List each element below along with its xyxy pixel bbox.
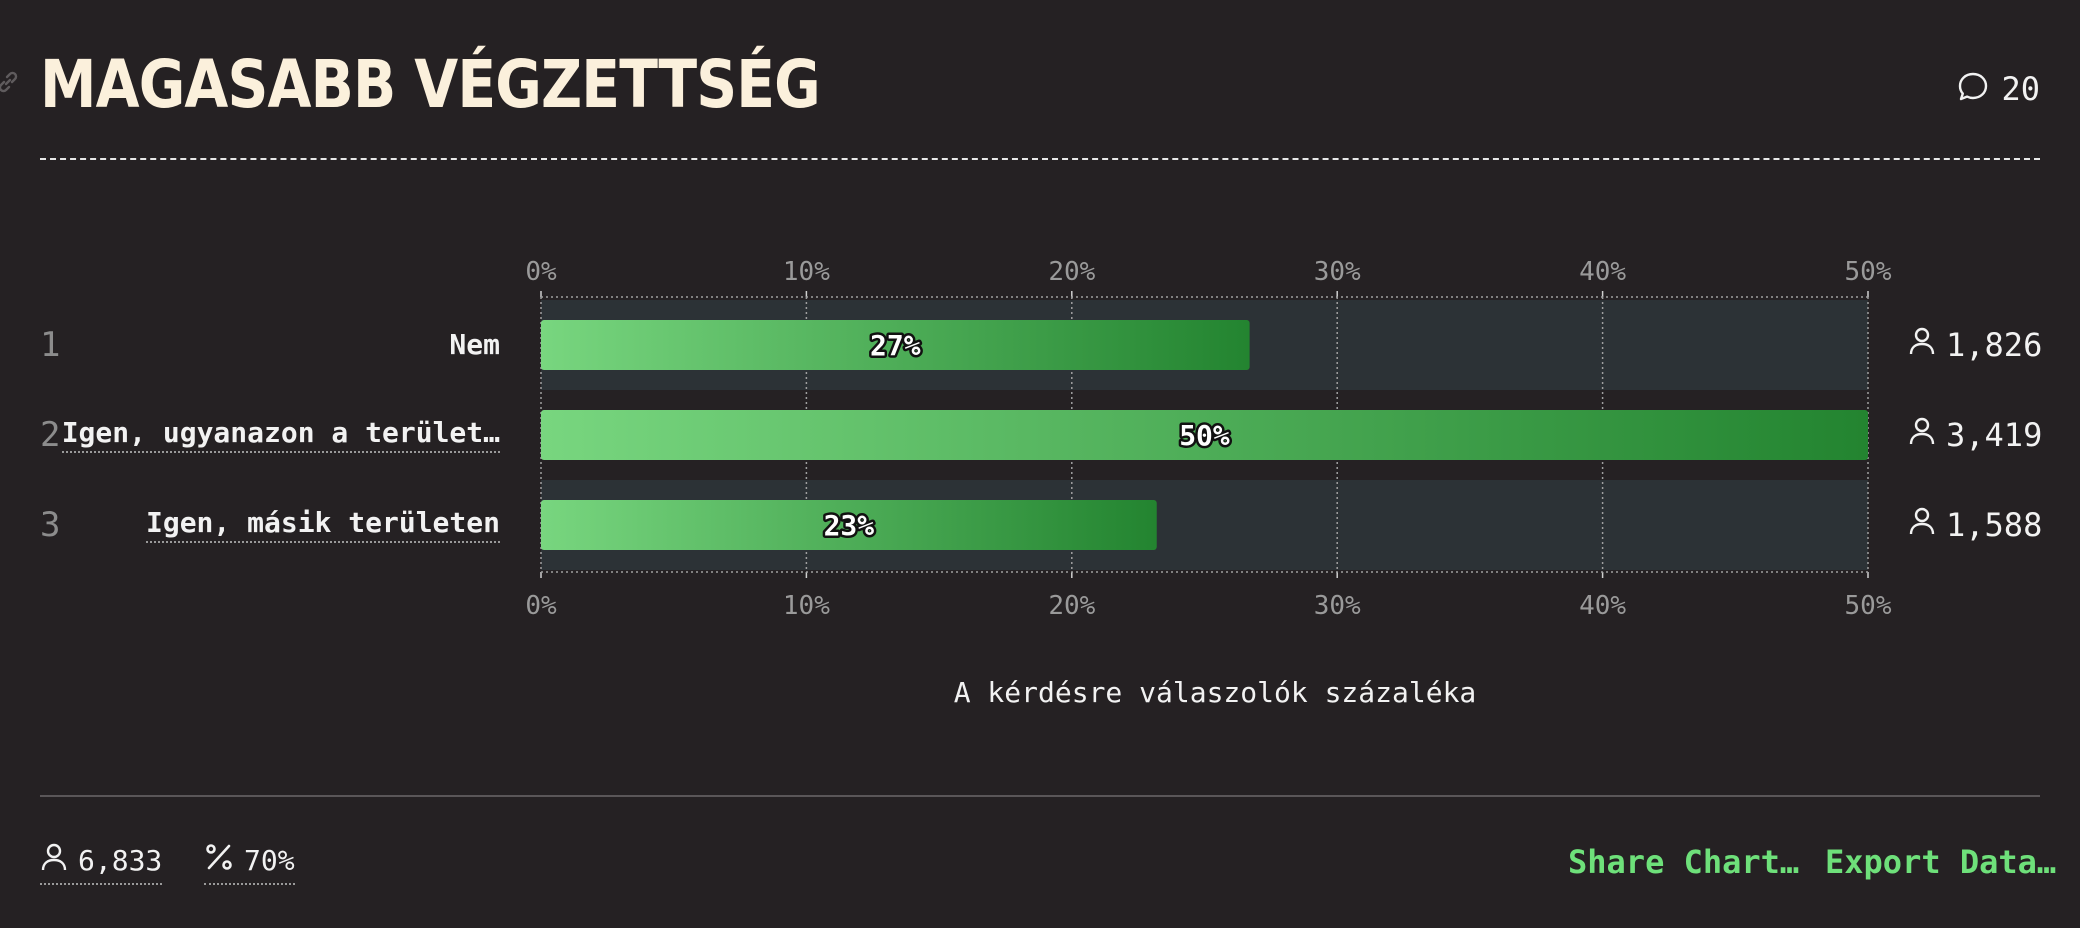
bar [541,410,1868,460]
respondent-count-value: 3,419 [1946,416,2043,454]
comment-icon [1957,71,1989,107]
person-icon [1908,415,1936,455]
row-rank: 2 [40,415,61,455]
x-tick-label-top: 50% [1845,257,1892,287]
x-tick-label-top: 20% [1048,257,1095,287]
response-rate[interactable]: 70% [204,842,295,885]
response-rate-value: 70% [244,844,295,877]
total-respondents[interactable]: 6,833 [40,842,163,885]
category-label[interactable]: Igen, ugyanazon a terület… [61,415,500,453]
person-icon [40,842,68,879]
person-icon [1908,505,1936,545]
category-label: Nem [449,328,500,361]
row-rank: 1 [40,325,61,365]
chart-header: MAGASABB VÉGZETTSÉG 20 [0,0,2040,160]
percent-icon [204,842,234,879]
export-data-button[interactable]: Export Data… [1825,843,2057,881]
respondent-count: 1,588 [1908,505,2042,545]
person-icon [1908,325,1936,365]
share-chart-button[interactable]: Share Chart… [1568,843,1800,881]
respondent-count: 3,419 [1908,415,2042,455]
x-tick-label-top: 10% [783,257,830,287]
bar-value-label: 27% [870,329,921,362]
link-icon[interactable] [0,70,20,98]
row-rank: 3 [40,505,61,545]
footer-divider [40,795,2040,797]
x-tick-label-top: 0% [525,257,557,287]
respondent-count-value: 1,826 [1946,326,2043,364]
bar-value-label: 23% [824,509,875,542]
x-tick-label-bottom: 30% [1314,591,1361,621]
x-tick-label-bottom: 20% [1048,591,1095,621]
bar [541,500,1157,550]
comments-button[interactable]: 20 [1957,70,2040,108]
respondent-count-value: 1,588 [1946,506,2043,544]
x-tick-label-bottom: 40% [1579,591,1626,621]
total-respondents-value: 6,833 [78,844,163,877]
category-label[interactable]: Igen, másik területen [145,505,500,543]
bar [541,320,1250,370]
x-tick-label-top: 40% [1579,257,1626,287]
x-tick-label-top: 30% [1314,257,1361,287]
page-title: MAGASABB VÉGZETTSÉG [40,46,821,123]
x-axis-label: A kérdésre válaszolók százaléka [953,676,1477,709]
bar-value-label: 50% [1179,419,1230,452]
respondent-count: 1,826 [1908,325,2042,365]
comment-count: 20 [2001,70,2040,108]
x-tick-label-bottom: 10% [783,591,830,621]
x-tick-label-bottom: 50% [1845,591,1892,621]
x-tick-label-bottom: 0% [525,591,557,621]
